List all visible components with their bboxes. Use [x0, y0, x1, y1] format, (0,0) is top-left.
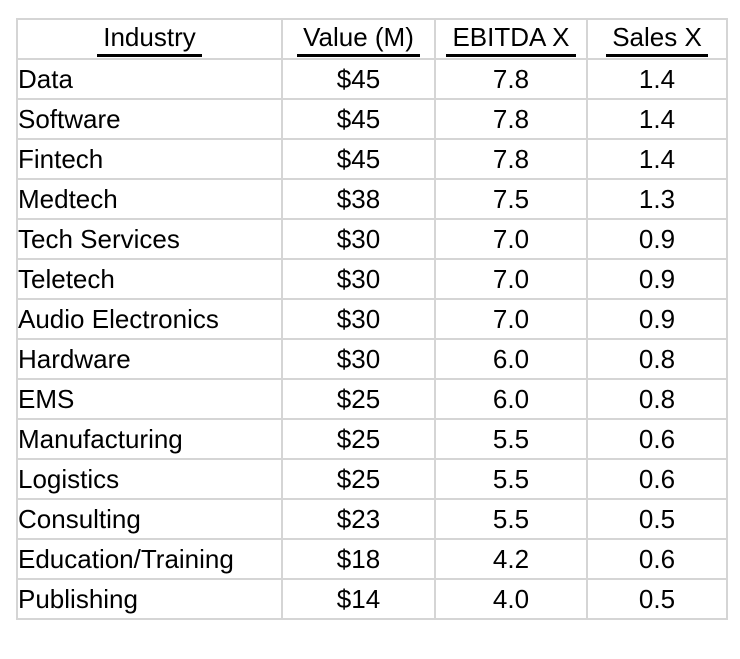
cell-sales-x: 0.9	[586, 218, 728, 260]
cell-industry: Manufacturing	[16, 418, 283, 460]
cell-ebitda-x: 7.8	[434, 98, 588, 140]
cell-industry: Publishing	[16, 578, 283, 620]
cell-sales-x: 1.4	[586, 58, 728, 100]
cell-value: $45	[281, 58, 436, 100]
cell-industry: Medtech	[16, 178, 283, 220]
cell-industry: Logistics	[16, 458, 283, 500]
table-row: Tech Services $30 7.0 0.9	[16, 218, 728, 260]
cell-sales-x: 0.8	[586, 378, 728, 420]
cell-ebitda-x: 7.8	[434, 58, 588, 100]
cell-industry: Hardware	[16, 338, 283, 380]
cell-sales-x: 0.9	[586, 298, 728, 340]
cell-sales-x: 1.4	[586, 138, 728, 180]
cell-sales-x: 0.6	[586, 538, 728, 580]
table-body: Data $45 7.8 1.4 Software $45 7.8 1.4 Fintech $45…	[16, 58, 728, 620]
cell-ebitda-x: 7.8	[434, 138, 588, 180]
cell-ebitda-x: 7.0	[434, 258, 588, 300]
cell-industry: Tech Services	[16, 218, 283, 260]
table-row: Fintech $45 7.8 1.4	[16, 138, 728, 180]
cell-sales-x: 1.4	[586, 98, 728, 140]
cell-industry: Teletech	[16, 258, 283, 300]
column-header-value: Value (M)	[281, 18, 436, 60]
cell-industry: Audio Electronics	[16, 298, 283, 340]
cell-industry: Education/Training	[16, 538, 283, 580]
table-row: Data $45 7.8 1.4	[16, 58, 728, 100]
column-header-sales-x: Sales X	[586, 18, 728, 60]
cell-industry: Fintech	[16, 138, 283, 180]
cell-ebitda-x: 5.5	[434, 458, 588, 500]
header-row: Industry Value (M) EBITDA X Sales X	[16, 18, 728, 60]
cell-ebitda-x: 4.0	[434, 578, 588, 620]
column-header-industry: Industry	[16, 18, 283, 60]
cell-industry: Consulting	[16, 498, 283, 540]
table-row: Logistics $25 5.5 0.6	[16, 458, 728, 500]
cell-value: $25	[281, 418, 436, 460]
cell-value: $45	[281, 138, 436, 180]
cell-value: $30	[281, 338, 436, 380]
header-underline: Value (M)	[297, 22, 420, 57]
table-row: Education/Training $18 4.2 0.6	[16, 538, 728, 580]
column-header-ebitda-x: EBITDA X	[434, 18, 588, 60]
cell-value: $25	[281, 378, 436, 420]
table-row: Hardware $30 6.0 0.8	[16, 338, 728, 380]
cell-ebitda-x: 7.0	[434, 218, 588, 260]
cell-value: $30	[281, 298, 436, 340]
cell-value: $23	[281, 498, 436, 540]
cell-value: $14	[281, 578, 436, 620]
cell-value: $25	[281, 458, 436, 500]
cell-sales-x: 1.3	[586, 178, 728, 220]
cell-sales-x: 0.6	[586, 458, 728, 500]
cell-ebitda-x: 5.5	[434, 498, 588, 540]
cell-value: $45	[281, 98, 436, 140]
header-underline: Industry	[97, 22, 202, 57]
table-row: Medtech $38 7.5 1.3	[16, 178, 728, 220]
cell-industry: EMS	[16, 378, 283, 420]
header-underline: Sales X	[606, 22, 708, 57]
cell-ebitda-x: 7.5	[434, 178, 588, 220]
table-row: Publishing $14 4.0 0.5	[16, 578, 728, 620]
industry-multiples-table: Industry Value (M) EBITDA X Sales X Data…	[16, 18, 728, 620]
cell-sales-x: 0.5	[586, 498, 728, 540]
cell-ebitda-x: 5.5	[434, 418, 588, 460]
cell-industry: Software	[16, 98, 283, 140]
cell-sales-x: 0.8	[586, 338, 728, 380]
table-row: Manufacturing $25 5.5 0.6	[16, 418, 728, 460]
header-underline: EBITDA X	[446, 22, 576, 57]
cell-value: $18	[281, 538, 436, 580]
cell-value: $38	[281, 178, 436, 220]
cell-sales-x: 0.9	[586, 258, 728, 300]
cell-sales-x: 0.5	[586, 578, 728, 620]
table-row: Consulting $23 5.5 0.5	[16, 498, 728, 540]
cell-value: $30	[281, 218, 436, 260]
table-row: Audio Electronics $30 7.0 0.9	[16, 298, 728, 340]
table-row: EMS $25 6.0 0.8	[16, 378, 728, 420]
cell-ebitda-x: 6.0	[434, 378, 588, 420]
cell-industry: Data	[16, 58, 283, 100]
cell-ebitda-x: 6.0	[434, 338, 588, 380]
cell-sales-x: 0.6	[586, 418, 728, 460]
cell-value: $30	[281, 258, 436, 300]
cell-ebitda-x: 7.0	[434, 298, 588, 340]
table-row: Teletech $30 7.0 0.9	[16, 258, 728, 300]
table-row: Software $45 7.8 1.4	[16, 98, 728, 140]
cell-ebitda-x: 4.2	[434, 538, 588, 580]
